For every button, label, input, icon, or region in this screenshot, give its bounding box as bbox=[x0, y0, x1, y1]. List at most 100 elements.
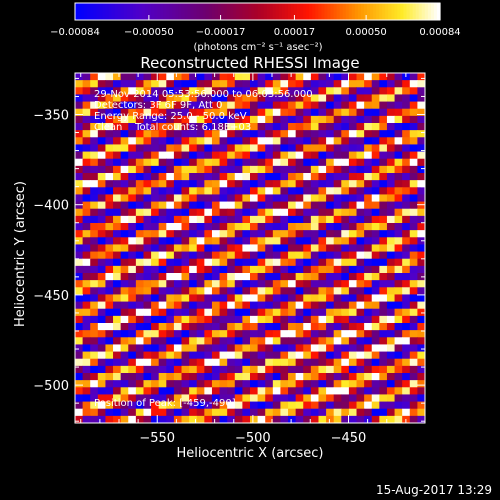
heatmap-cell bbox=[295, 358, 304, 367]
heatmap-cell bbox=[303, 251, 312, 260]
heatmap-cell bbox=[341, 294, 350, 303]
heatmap-cell bbox=[75, 415, 84, 423]
heatmap-cell bbox=[326, 315, 335, 324]
heatmap-cell bbox=[409, 108, 418, 117]
heatmap-cell bbox=[158, 344, 167, 353]
heatmap-cell bbox=[394, 244, 403, 253]
colorbar-cell bbox=[75, 3, 79, 20]
heatmap-cell bbox=[75, 365, 84, 374]
heatmap-cell bbox=[288, 258, 297, 267]
heatmap-cell bbox=[356, 94, 365, 103]
heatmap-cell bbox=[211, 294, 221, 303]
heatmap-cell bbox=[113, 294, 122, 303]
heatmap-cell bbox=[113, 251, 122, 260]
heatmap-cell bbox=[128, 73, 137, 81]
heatmap-cell bbox=[257, 337, 266, 345]
heatmap-cell bbox=[272, 265, 281, 274]
heatmap-cell bbox=[219, 337, 228, 345]
heatmap-cell bbox=[272, 365, 281, 374]
heatmap-cell bbox=[318, 115, 327, 124]
heatmap-cell bbox=[173, 194, 183, 203]
heatmap-cell bbox=[113, 187, 122, 195]
heatmap-cell bbox=[272, 280, 281, 288]
heatmap-cell bbox=[417, 137, 425, 145]
heatmap-cell bbox=[409, 208, 418, 217]
heatmap-cell bbox=[364, 401, 373, 410]
heatmap-cell bbox=[402, 351, 411, 360]
heatmap-cell bbox=[272, 337, 281, 345]
heatmap-cell bbox=[409, 137, 418, 145]
heatmap-cell bbox=[189, 130, 198, 138]
heatmap-cell bbox=[113, 265, 122, 274]
heatmap-cell bbox=[409, 258, 418, 267]
heatmap-cell bbox=[250, 394, 259, 403]
heatmap-cell bbox=[90, 287, 99, 295]
heatmap-cell bbox=[364, 280, 373, 288]
heatmap-cell bbox=[234, 380, 243, 388]
colorbar-cell bbox=[269, 3, 274, 20]
heatmap-cell bbox=[326, 215, 335, 224]
heatmap-cell bbox=[364, 165, 373, 174]
heatmap-cell bbox=[181, 337, 190, 345]
heatmap-cell bbox=[181, 415, 190, 423]
heatmap-cell bbox=[364, 187, 373, 195]
heatmap-cell bbox=[181, 237, 190, 245]
heatmap-cell bbox=[280, 194, 289, 203]
heatmap-cell bbox=[386, 323, 396, 331]
colorbar-cell bbox=[239, 3, 243, 20]
heatmap-cell bbox=[135, 308, 144, 317]
heatmap-cell bbox=[97, 308, 106, 317]
heatmap-cell bbox=[75, 323, 84, 331]
heatmap-cell bbox=[303, 408, 312, 417]
heatmap-cell bbox=[128, 265, 137, 274]
heatmap-cell bbox=[113, 173, 122, 181]
heatmap-cell bbox=[280, 373, 289, 381]
heatmap-cell bbox=[166, 308, 175, 317]
heatmap-cell bbox=[265, 408, 274, 417]
heatmap-cell bbox=[371, 387, 380, 395]
heatmap-cell bbox=[90, 158, 99, 167]
heatmap-cell bbox=[227, 115, 236, 124]
heatmap-cell bbox=[265, 244, 274, 253]
heatmap-cell bbox=[341, 230, 350, 238]
heatmap-cell bbox=[303, 115, 312, 124]
heatmap-cell bbox=[158, 315, 167, 324]
heatmap-cell bbox=[402, 394, 411, 403]
heatmap-cell bbox=[394, 358, 403, 367]
heatmap-cell bbox=[135, 365, 144, 374]
colorbar-tick-label: 0.00017 bbox=[274, 27, 315, 38]
heatmap-cell bbox=[386, 194, 396, 203]
heatmap-cell bbox=[379, 101, 388, 110]
heatmap-cell bbox=[310, 358, 319, 367]
heatmap-cell bbox=[265, 265, 274, 274]
heatmap-cell bbox=[265, 215, 274, 224]
heatmap-cell bbox=[356, 158, 365, 167]
y-axis-title: Heliocentric Y (arcsec) bbox=[13, 181, 28, 327]
colorbar-cell bbox=[190, 3, 195, 20]
heatmap-cell bbox=[288, 230, 297, 238]
heatmap-cell bbox=[166, 180, 175, 188]
heatmap-cell bbox=[120, 180, 129, 188]
heatmap-cell bbox=[135, 194, 144, 203]
heatmap-cell bbox=[333, 287, 342, 295]
heatmap-cell bbox=[120, 215, 129, 224]
heatmap-cell bbox=[219, 158, 228, 167]
heatmap-cell bbox=[173, 115, 183, 124]
heatmap-cell bbox=[265, 308, 274, 317]
heatmap-cell bbox=[75, 173, 84, 181]
colorbar-cell bbox=[199, 3, 204, 20]
heatmap-cell bbox=[295, 415, 304, 423]
heatmap-cell bbox=[371, 251, 380, 260]
heatmap-cell bbox=[288, 301, 297, 310]
heatmap-cell bbox=[227, 301, 236, 310]
colorbar-cell bbox=[394, 3, 399, 20]
heatmap-cell bbox=[371, 380, 380, 388]
heatmap-cell bbox=[82, 87, 91, 95]
heatmap-cell bbox=[379, 123, 388, 131]
heatmap-cell bbox=[257, 394, 266, 403]
heatmap-cell bbox=[402, 273, 411, 281]
colorbar-cell bbox=[348, 3, 353, 20]
heatmap-cell bbox=[105, 294, 114, 303]
heatmap-cell bbox=[394, 115, 403, 124]
heatmap-cell bbox=[394, 158, 403, 167]
